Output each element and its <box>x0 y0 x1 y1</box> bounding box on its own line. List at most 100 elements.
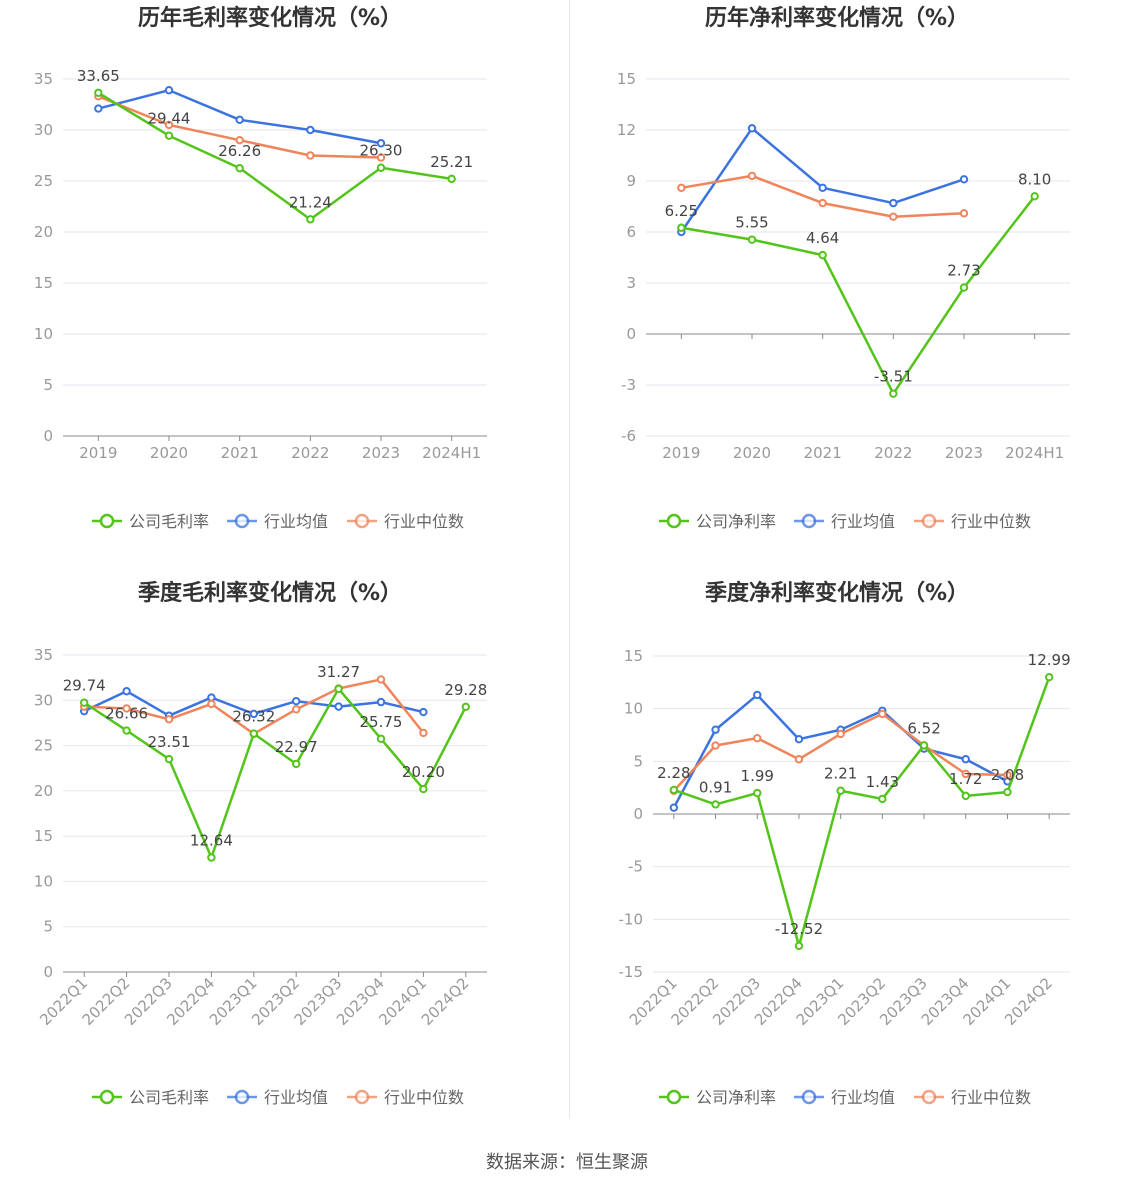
data-label: 5.55 <box>735 214 768 232</box>
industry-average-point <box>292 696 301 706</box>
data-label: 12.99 <box>1028 651 1071 669</box>
industry-average-point <box>711 725 720 734</box>
company-point <box>711 800 720 809</box>
industry-median-point <box>376 153 386 162</box>
industry-average-point <box>669 803 679 812</box>
legend-industry-median: 行业中位数 <box>347 1088 464 1107</box>
x-tick-label: 2022 <box>291 444 329 462</box>
industry-median-point <box>376 675 386 684</box>
legend-label: 行业均值 <box>831 512 895 531</box>
legend-industry-median: 行业中位数 <box>914 1088 1031 1107</box>
data-label: 21.24 <box>289 193 332 211</box>
industry-median-point <box>306 151 315 160</box>
industry-median-point <box>164 120 174 130</box>
company-point <box>376 163 386 172</box>
data-source: 数据来源：恒生聚源 <box>486 1152 648 1173</box>
company-point <box>753 788 762 798</box>
y-tick-label: 35 <box>34 70 53 88</box>
legend-marker <box>354 513 370 529</box>
panel-divider <box>569 0 570 1118</box>
industry-average-point <box>961 755 970 764</box>
chart-title: 历年净利率变化情况（%） <box>705 5 969 31</box>
y-tick-label: -5 <box>628 858 643 876</box>
legend-marker <box>99 513 115 529</box>
industry-average-point <box>164 86 174 95</box>
company-point <box>292 759 301 769</box>
chart-title: 季度净利率变化情况（%） <box>705 580 969 606</box>
legend-industry-average: 行业均值 <box>794 512 895 531</box>
legend-company: 公司毛利率 <box>92 1088 209 1107</box>
legend-label: 公司毛利率 <box>129 1088 209 1107</box>
x-tick-label: 2024Q2 <box>418 974 473 1029</box>
legend-company: 公司净利率 <box>659 512 776 531</box>
company-point <box>122 726 131 735</box>
y-tick-label: 5 <box>43 376 53 394</box>
company-point <box>677 223 686 232</box>
data-label: 25.75 <box>360 713 403 731</box>
industry-average-point <box>747 124 757 133</box>
data-label: 1.43 <box>866 773 899 791</box>
y-tick-label: 15 <box>617 70 636 88</box>
company-point <box>376 734 386 743</box>
y-tick-label: 30 <box>34 121 53 139</box>
x-tick-label: 2022 <box>874 444 912 462</box>
data-label: 2.28 <box>657 764 690 782</box>
data-label: 31.27 <box>317 663 360 681</box>
legend-label: 行业中位数 <box>951 512 1031 531</box>
legend-marker <box>921 1089 937 1105</box>
industry-median-point <box>959 209 969 218</box>
y-tick-label: 25 <box>34 172 53 190</box>
y-tick-label: 20 <box>34 782 53 800</box>
industry-average-point <box>249 709 259 719</box>
company-point <box>747 235 757 244</box>
company-point <box>794 941 804 951</box>
annual-gross-margin-chart: 历年毛利率变化情况（%） 0 5 10 15 20 25 30 35 2019 2020 2021 20… <box>0 0 567 575</box>
quarterly-gross-margin-chart: 季度毛利率变化情况（%） 0 5 10 15 20 25 30 35 2022Q1 2022Q2 20… <box>0 575 567 1150</box>
industry-median-point <box>711 741 720 750</box>
industry-median-point <box>677 183 686 193</box>
industry-median-point <box>747 171 757 181</box>
industry-average-point <box>818 183 827 193</box>
industry-average-point <box>94 104 103 113</box>
y-tick-label: 0 <box>633 805 643 823</box>
data-label: 33.65 <box>77 67 120 85</box>
industry-average-point <box>235 115 244 125</box>
x-tick-label: 2023 <box>945 444 983 462</box>
annual-net-margin-chart: 历年净利率变化情况（%） -6 -3 0 3 6 9 12 15 2019 2020 2021 2022… <box>567 0 1134 575</box>
data-label: 1.99 <box>741 767 774 785</box>
data-label: 25.21 <box>430 153 473 171</box>
industry-median-point <box>961 769 970 779</box>
data-label: 2.73 <box>947 262 980 280</box>
company-line <box>97 91 452 221</box>
legend-marker <box>354 1089 370 1105</box>
data-label: 29.28 <box>444 681 487 699</box>
legend-company: 公司毛利率 <box>92 512 209 531</box>
legend-marker <box>666 513 682 529</box>
legend-industry-average: 行业均值 <box>227 1088 328 1107</box>
industry-median-point <box>207 699 216 709</box>
industry-median-point <box>878 709 887 719</box>
legend-company: 公司净利率 <box>659 1088 776 1107</box>
company-point <box>1003 787 1012 797</box>
y-tick-label: 10 <box>34 325 53 343</box>
quarterly-net-margin-chart: 季度净利率变化情况（%） -15 -10 -5 0 5 10 15 2022Q1 2022Q2 20… <box>567 575 1134 1150</box>
data-label: 0.91 <box>699 778 732 796</box>
company-line <box>681 195 1036 395</box>
legend-marker <box>234 1089 250 1105</box>
legend-industry-average: 行业均值 <box>794 1088 895 1107</box>
industry-median-point <box>419 728 428 738</box>
chart-svg: 季度毛利率变化情况（%）051015202530352022Q12022Q220… <box>34 580 487 1107</box>
industry-median-point <box>164 715 174 724</box>
industry-median-point <box>235 136 244 145</box>
legend-marker <box>99 1089 115 1105</box>
industry-average-point <box>122 687 131 696</box>
chart-svg: 历年毛利率变化情况（%） 0 5 10 15 20 25 30 35 2019 2020 2021 20… <box>34 5 487 531</box>
y-tick-label: 15 <box>34 274 53 292</box>
y-tick-label: 35 <box>34 646 53 664</box>
data-label: 23.51 <box>148 733 191 751</box>
x-tick-label: 2021 <box>804 444 842 462</box>
legend-label: 公司净利率 <box>696 512 776 531</box>
company-line <box>673 676 1051 948</box>
company-point <box>836 786 845 795</box>
data-label: 26.66 <box>105 705 148 723</box>
